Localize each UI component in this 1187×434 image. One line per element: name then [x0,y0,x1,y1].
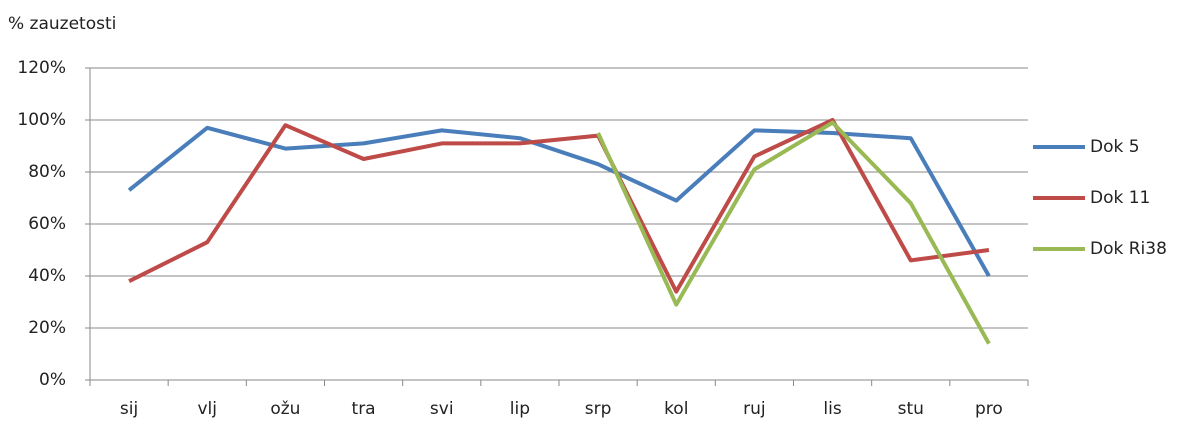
x-tick-label: lip [510,399,530,419]
legend-label: Dok 11 [1090,188,1150,208]
x-tick-label: ožu [270,399,300,419]
legend-label: Dok 5 [1090,137,1140,157]
x-tick-label: pro [975,399,1003,419]
y-tick-label: 60% [28,214,66,234]
y-tick-label: 80% [28,162,66,182]
x-tick-label: srp [585,399,612,419]
x-tick-label: svi [430,399,454,419]
y-tick-label: 100% [17,110,66,130]
x-tick-label: tra [352,399,376,419]
x-tick-label: sij [120,399,138,419]
series-line [128,118,990,294]
y-tick-label: 20% [28,318,66,338]
x-tick-label: stu [898,399,924,419]
x-tick-label: lis [823,399,841,419]
legend-label: Dok Ri38 [1090,239,1167,259]
x-tick-label: vlj [197,399,217,419]
y-tick-label: 120% [17,58,66,78]
y-tick-label: 0% [39,370,66,390]
series-line [596,120,991,345]
x-tick-label: ruj [743,399,766,419]
x-tick-label: kol [664,399,688,419]
y-axis-label: % zauzetosti [8,14,116,34]
y-tick-label: 40% [28,266,66,286]
